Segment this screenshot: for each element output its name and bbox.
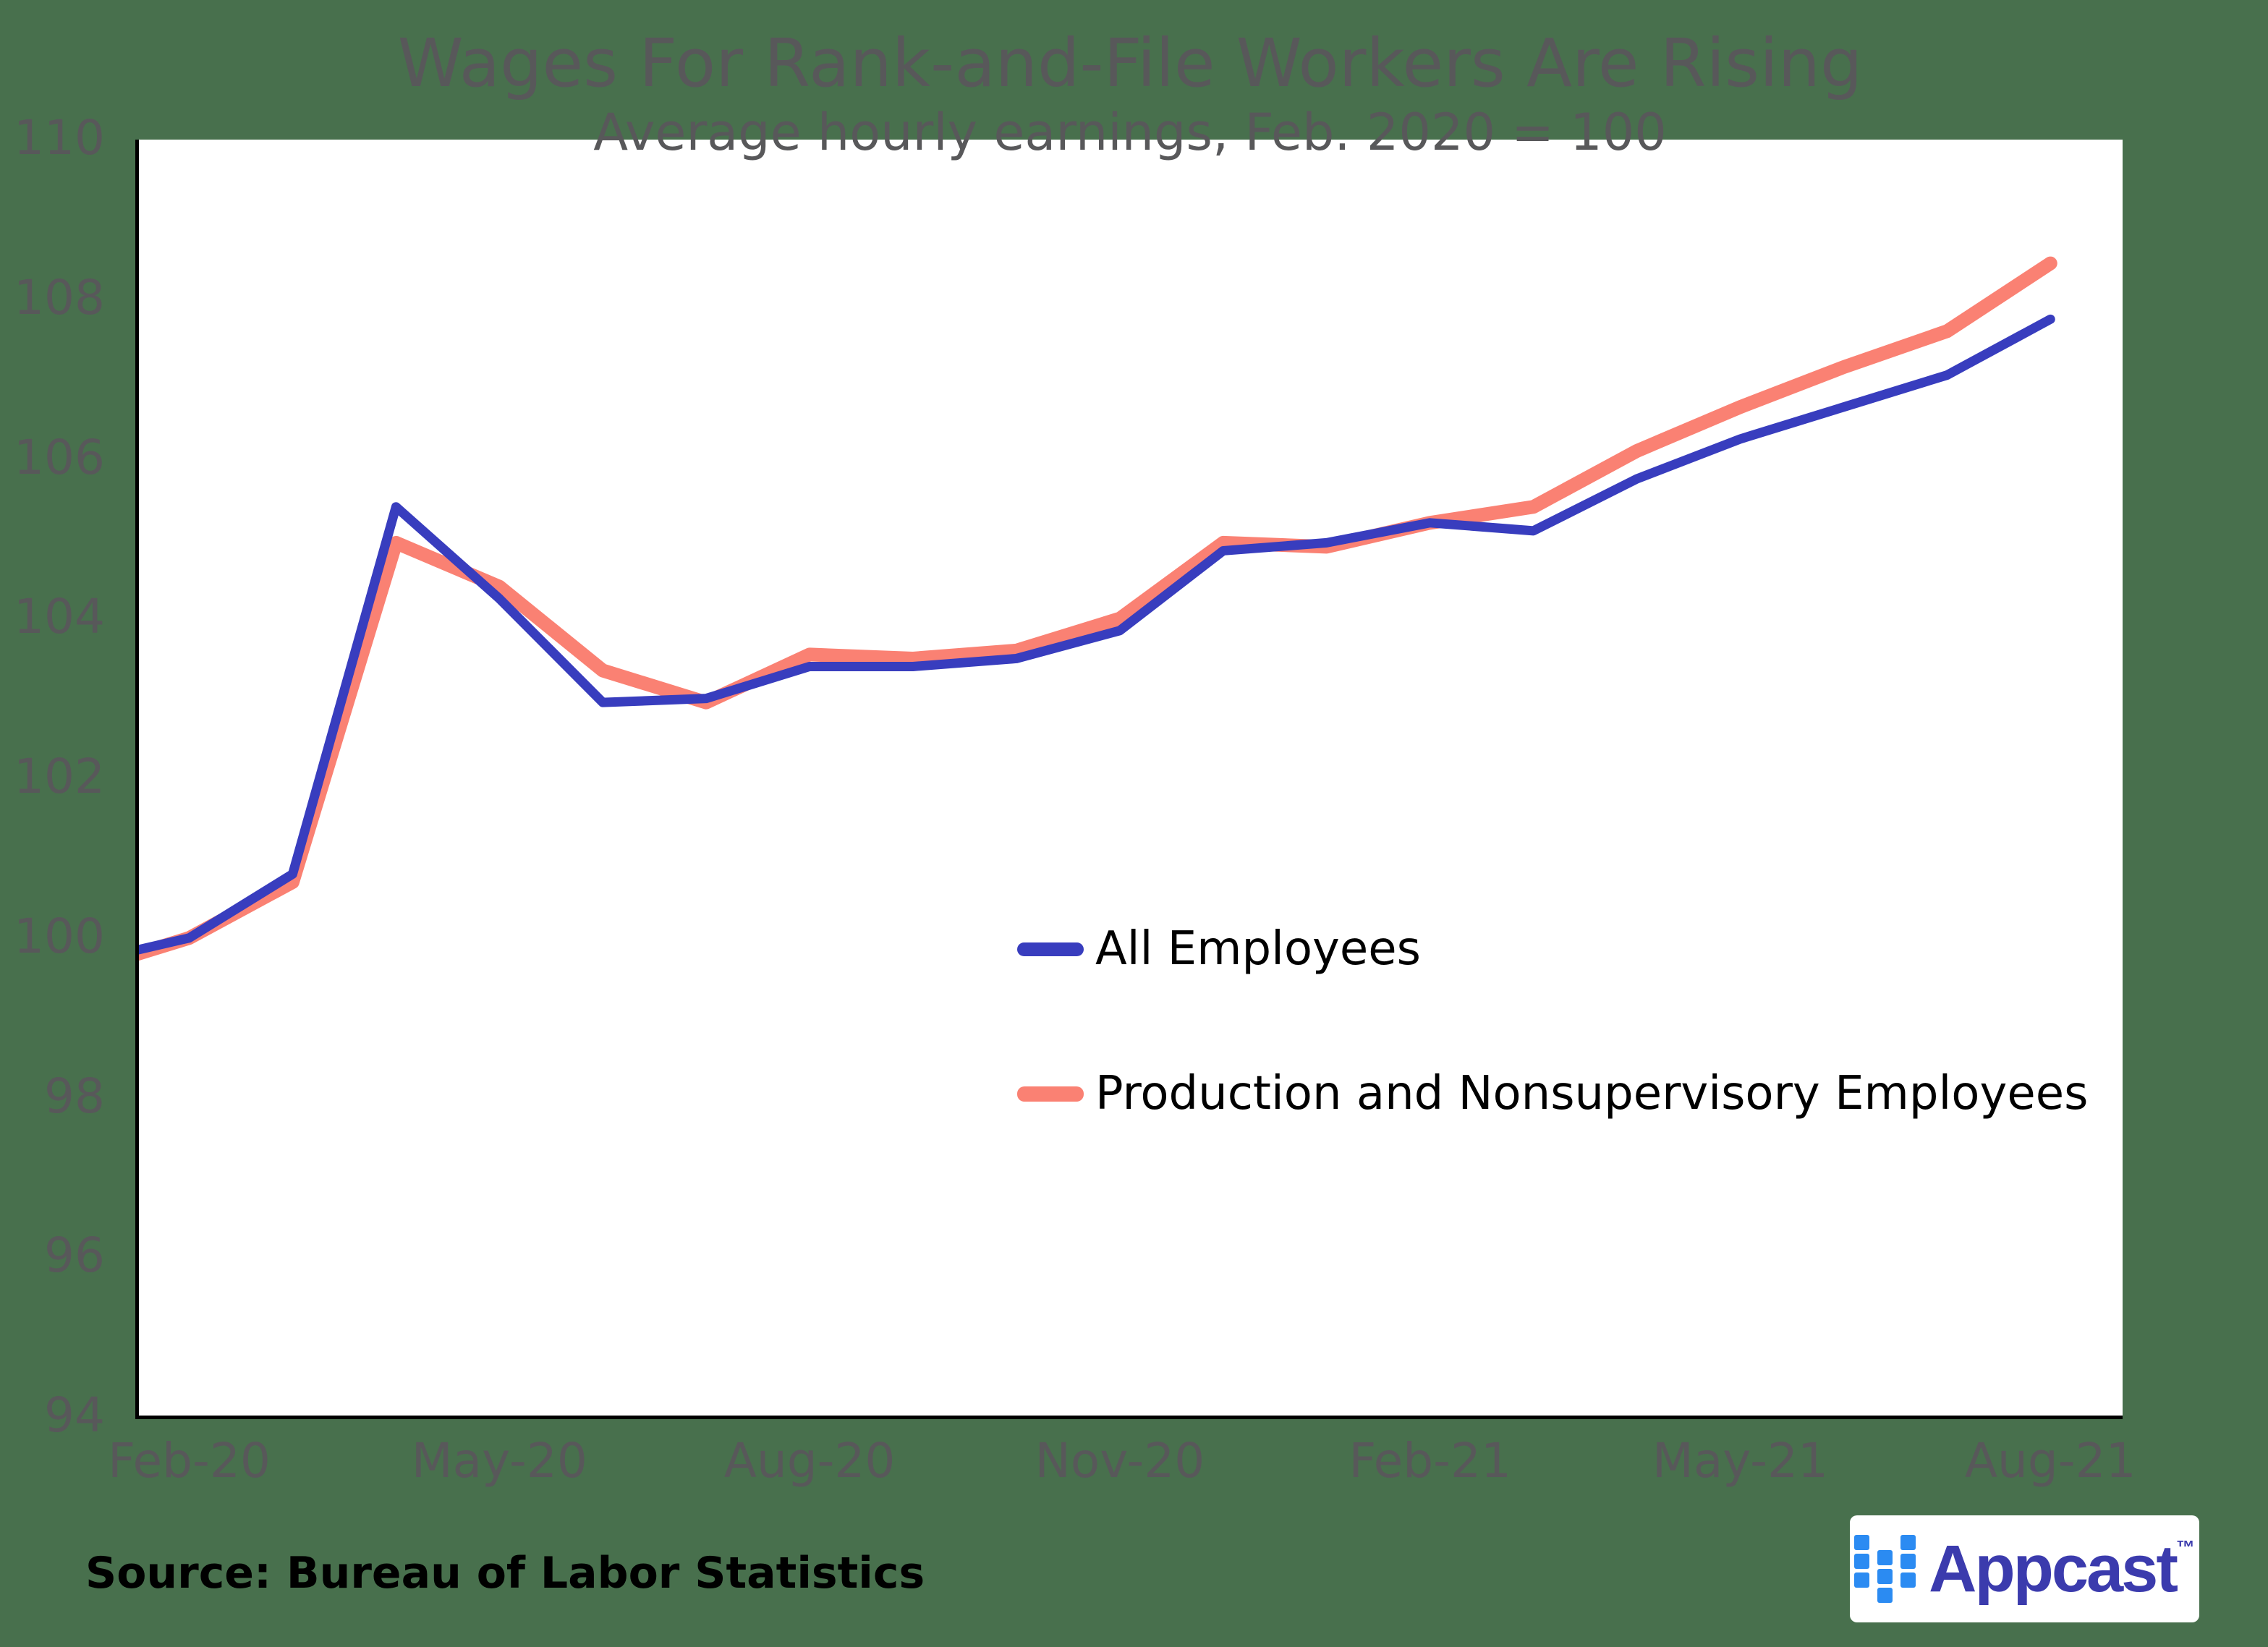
chart-title: Wages For Rank-and-File Workers Are Risi… xyxy=(397,25,1863,102)
appcast-wordmark: Appcast™ xyxy=(1929,1532,2195,1606)
y-tick-label: 102 xyxy=(14,749,105,804)
x-axis-line xyxy=(135,1416,2123,1419)
all-employees-line xyxy=(137,314,2055,955)
y-tick-label: 106 xyxy=(14,429,105,485)
all-employees-swatch xyxy=(1017,942,1084,956)
plot-area xyxy=(137,140,2123,1417)
y-tick-label: 110 xyxy=(14,110,105,166)
x-tick-label: May-20 xyxy=(411,1433,587,1489)
y-tick-label: 104 xyxy=(14,589,105,645)
appcast-logo-mark xyxy=(1854,1535,1916,1603)
appcast-logo: Appcast™ xyxy=(1850,1515,2199,1622)
x-tick-label: Feb-21 xyxy=(1349,1433,1511,1489)
y-tick-label: 96 xyxy=(44,1227,105,1284)
legend-label-production: Production and Nonsupervisory Employees xyxy=(1095,1067,2089,1120)
x-tick-label: Nov-20 xyxy=(1035,1433,1205,1489)
y-tick-label: 108 xyxy=(14,269,105,325)
x-tick-label: Aug-20 xyxy=(723,1433,896,1489)
chart-subtitle: Average hourly earnings, Feb. 2020 = 100 xyxy=(593,103,1667,162)
legend-item-production: Production and Nonsupervisory Employees xyxy=(1017,1071,2088,1117)
x-tick-label: Feb-20 xyxy=(108,1433,271,1489)
y-tick-label: 94 xyxy=(44,1387,105,1443)
x-tick-label: May-21 xyxy=(1652,1433,1828,1489)
source-note: Source: Bureau of Labor Statistics xyxy=(85,1548,925,1599)
legend-label-all-employees: All Employees xyxy=(1095,922,1421,976)
legend-item-all-employees: All Employees xyxy=(1017,926,1421,972)
x-tick-label: Aug-21 xyxy=(1964,1433,2136,1489)
y-tick-label: 98 xyxy=(44,1068,105,1124)
y-axis-line xyxy=(135,140,139,1419)
production-employees-swatch xyxy=(1017,1086,1084,1102)
y-tick-label: 100 xyxy=(14,908,105,964)
production-employees-line xyxy=(137,256,2057,961)
trademark-symbol: ™ xyxy=(2175,1536,2195,1558)
